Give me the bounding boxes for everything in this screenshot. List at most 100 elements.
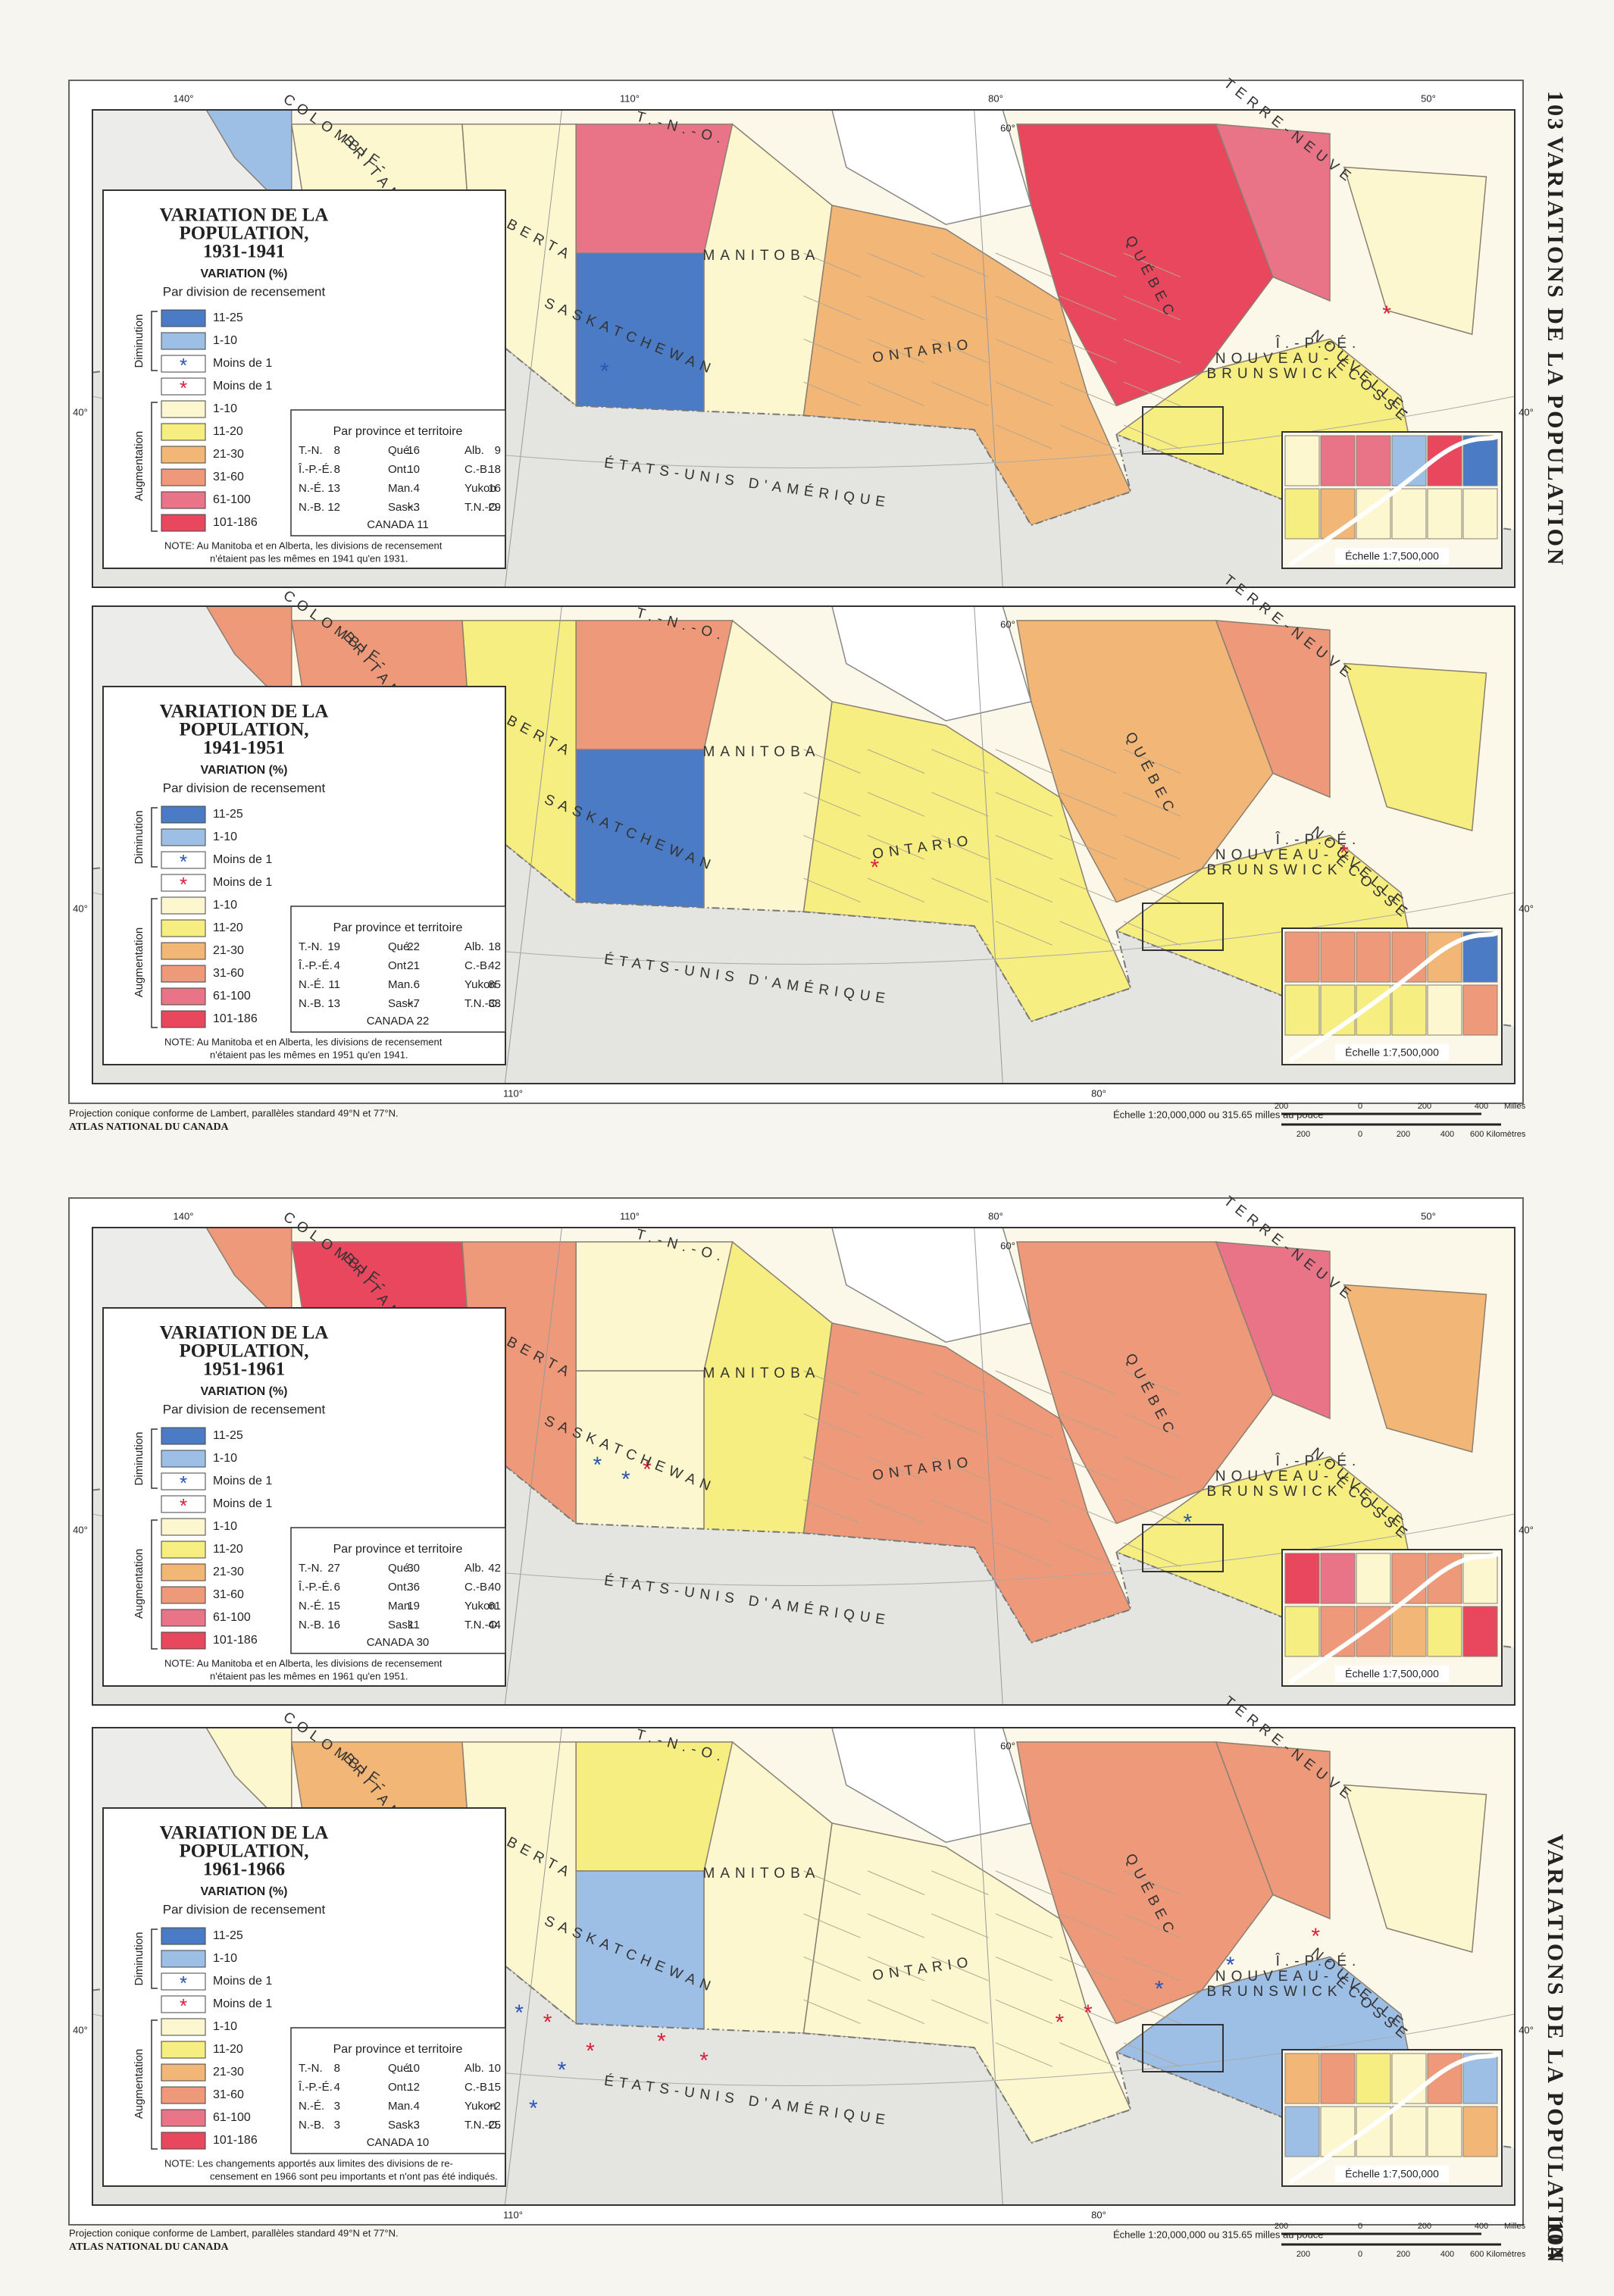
legend-item-label: 11-20 [213,2043,243,2056]
legend-item-label: 21-30 [213,448,244,461]
division-line [867,1956,925,1982]
legend-swatch [161,355,206,373]
division-line [1123,1870,1181,1895]
inset-division [1427,2106,1462,2157]
division-line [1123,1370,1181,1395]
legend-increase: Augmentation [133,2049,145,2119]
inset-division [1284,488,1320,540]
legend-note: censement en 1966 sont peu importants et… [210,2170,498,2182]
stats-value: 10 [488,2062,501,2075]
page-number: 103 [1543,91,1568,132]
legend-note: n'étaient pas les mêmes en 1951 qu'en 19… [210,1049,408,1060]
legend-period: 1961-1966 [203,1860,285,1880]
legend-swatch [161,1972,206,1991]
legend-period: 1941-1951 [203,738,285,759]
inset-scale: Échelle 1:7,500,000 [1345,550,1439,562]
inset-division [1284,2053,1320,2104]
inset-outline [1142,406,1224,455]
stats-name: Ont. [388,1581,409,1594]
division-line [1123,424,1181,449]
stats-name: Qué. [388,940,413,953]
meridian [974,1227,1003,1706]
lon-label: 50° [1421,92,1436,104]
stats-value: 13 [327,997,340,1010]
stats-name: Qué. [388,1562,413,1575]
region-nf [1343,1784,1487,1953]
stats-name: Yukon [464,2100,496,2113]
scale-miles: 200 [1418,2222,1431,2231]
legend-title: VARIATION DE LA [160,1323,329,1344]
division-line [931,877,989,903]
stats-name: N.-É. [299,978,324,991]
legend-title: POPULATION, [179,1341,308,1362]
side-title: VARIATIONS DE LA POPULATION [1543,136,1568,568]
division-line [1123,834,1181,860]
meridian [974,109,1003,588]
division-line [867,1413,925,1438]
legend-swatch [161,2041,206,2059]
region-lab [1215,1241,1331,1420]
map-star: * [586,2038,595,2063]
atlas-name: ATLAS NATIONAL DU CANADA [69,1121,230,1133]
division-line [867,834,925,860]
division-line [867,1999,925,2025]
stats-name: Man. [388,2100,413,2113]
legend-item-label: 21-30 [213,2066,244,2079]
legend-swatch [161,2132,206,2150]
legend-item-label: 1-10 [213,1520,237,1533]
scale-km: 0 [1358,1130,1362,1139]
stats-value: 19 [407,1600,420,1613]
legend-subtitle: Par division de recensement [163,1902,326,1916]
legend-item-label: 1-10 [213,1452,237,1465]
stats-value: 27 [327,1562,340,1575]
stats-name: Alb. [464,2062,484,2075]
map-star: * [1382,302,1391,327]
region-lab [1215,124,1331,302]
legend-item-label: 31-60 [213,471,244,483]
stats-name: Î.-P.-É. [298,463,333,476]
division-line [1059,381,1117,407]
map-star: * [1084,2000,1093,2025]
legend-item-label: 101-186 [213,516,258,529]
place-label: BRUNSWICK [1206,1484,1342,1500]
division-line [803,338,861,364]
stats-name: Yukon [464,978,496,991]
scale-km: 200 [1397,1130,1410,1139]
lat-label: 40° [73,1524,88,1535]
scale-miles-unit: Milles [1504,2222,1526,2231]
division-line [1059,1542,1117,1567]
inset-division [1391,1606,1427,1657]
stats-value: 40 [488,1581,501,1594]
legend-title: POPULATION, [179,224,308,244]
stats-value: 11 [408,1619,420,1631]
stats-box [290,409,506,536]
meridian [504,1227,562,1706]
place-label: Î.-P.-É. [1275,335,1362,352]
division-line [1123,921,1181,946]
legend-swatch [161,2018,206,2036]
stats-canada: CANADA 30 [367,1636,430,1649]
lat-label: 60° [1000,618,1015,630]
division-line [867,877,925,903]
stats-name: Qué. [388,2062,413,2075]
division-line [803,1456,861,1481]
inset-division [1391,488,1427,540]
division-line [1059,1413,1117,1438]
legend-title: VARIATION DE LA [160,702,329,722]
division-line [803,792,861,817]
legend-item-label: 61-100 [213,990,251,1003]
page-number: 104 [1543,2220,1568,2261]
division-line [803,1956,861,1982]
lon-label: 110° [503,2209,523,2220]
stats-value: 6 [334,1581,340,1594]
division-line [803,381,861,407]
lat-label: 40° [1519,2024,1534,2035]
inset-division [1391,984,1427,1036]
inset-division [1356,435,1391,486]
place-label: NOUVEAU- [1215,1969,1334,1985]
stats-value: 10 [407,463,420,476]
legend-item-label: 31-60 [213,967,244,980]
division-line [995,1413,1053,1438]
map-panel: ****COLOMBIE-BRITANNIQUEALBERTASASKATCHE… [73,1193,1534,1706]
legend-swatch [161,1472,206,1491]
